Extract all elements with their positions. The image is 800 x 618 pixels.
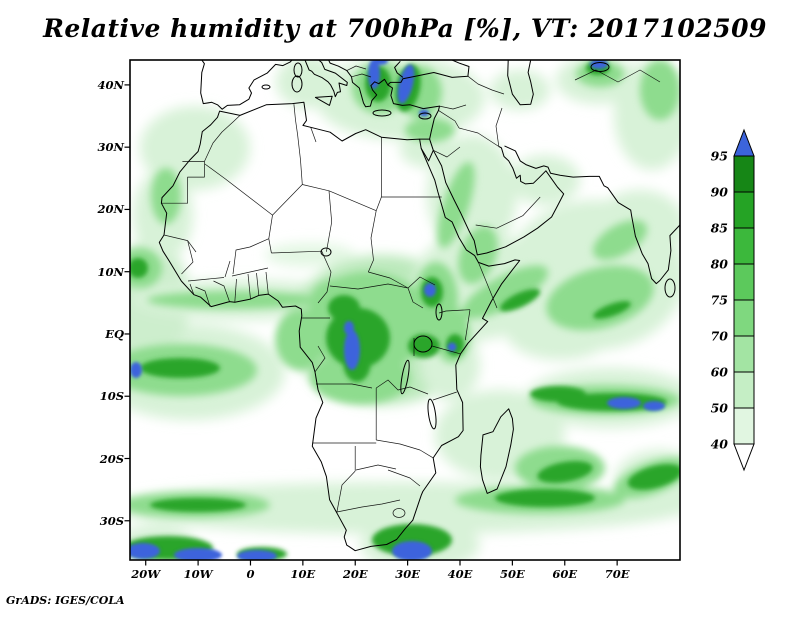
humidity-shading-saturated-layer — [130, 60, 665, 560]
arabia-coastline — [432, 146, 565, 256]
axis-tick-marks — [124, 84, 618, 566]
balearic-island — [261, 84, 271, 90]
iran-india-coastline — [504, 145, 680, 285]
caspian-coastline — [507, 60, 534, 106]
x-tick-label: 20E — [342, 567, 368, 581]
colorbar-segment — [733, 191, 755, 229]
attribution-text: GrADS: IGES/COLA — [6, 594, 125, 607]
lesotho-border — [392, 508, 406, 518]
sicily-coastline — [314, 95, 333, 106]
y-tick-label: 20N — [97, 202, 124, 217]
central-asia-lake — [590, 62, 610, 72]
colorbar-tick-label: 80 — [711, 257, 729, 272]
lake-chad — [320, 247, 332, 257]
colorbar-over-cap — [733, 128, 755, 157]
y-tick-label: 10N — [97, 264, 124, 279]
colorbar-segment — [733, 263, 755, 301]
x-tick-label: 60E — [552, 567, 578, 581]
x-tick-label: 20W — [131, 567, 161, 581]
balkan-greece-coastline — [328, 60, 389, 108]
colorbar-segment — [733, 407, 755, 445]
colorbar-segment — [733, 227, 755, 265]
black-sea-west-coastline — [394, 60, 404, 78]
plot-title: Relative humidity at 700hPa [%], VT: 201… — [43, 14, 767, 43]
x-tick-label: 10E — [290, 567, 316, 581]
y-tick-label: EQ — [105, 326, 124, 341]
colorbar-tick-label: 75 — [711, 293, 728, 308]
plot-frame — [129, 59, 681, 561]
colorbar-legend: 95 90 85 80 75 70 60 50 40 — [704, 124, 764, 480]
x-tick-label: 70E — [604, 567, 630, 581]
colorbar-segment — [733, 335, 755, 373]
sardinia-island — [291, 75, 303, 93]
crete-island — [372, 109, 392, 117]
colorbar-tick-label: 70 — [711, 329, 729, 344]
africa-coastline — [158, 101, 521, 552]
colorbar-tick-label: 85 — [711, 221, 728, 236]
coastline-layer — [158, 60, 680, 552]
lake-tanganyika — [400, 359, 410, 395]
x-tick-label: 10W — [183, 567, 213, 581]
colorbar-segment — [733, 155, 755, 193]
y-tick-label: 30N — [97, 140, 124, 155]
colorbar-tick-label: 50 — [711, 401, 729, 416]
levant-turkey-coastline — [387, 60, 470, 140]
x-tick-label: 50E — [499, 567, 525, 581]
lake-malawi — [427, 398, 437, 430]
y-tick-label: 10S — [99, 389, 124, 404]
cyprus-island — [418, 112, 432, 120]
colorbar-tick-label: 60 — [711, 365, 729, 380]
sri-lanka-island — [664, 278, 676, 298]
country-border-layer — [161, 65, 661, 518]
colorbar-tick-label: 95 — [711, 149, 728, 164]
iberia-coastline — [200, 60, 293, 110]
madagascar-coastline — [479, 408, 514, 494]
colorbar-segment — [733, 299, 755, 337]
colorbar-tick-label: 40 — [711, 437, 729, 452]
x-tick-label: 30E — [395, 567, 420, 581]
y-tick-label: 30S — [99, 513, 124, 528]
colorbar-svg: 95 90 85 80 75 70 60 50 40 — [711, 128, 755, 472]
x-tick-label: 40E — [447, 567, 473, 581]
colorbar-tick-label: 90 — [711, 185, 729, 200]
y-tick-label: 40N — [97, 77, 124, 92]
italy-coastline — [304, 60, 348, 98]
x-tick-label: 0 — [246, 567, 255, 581]
y-tick-label: 20S — [99, 451, 124, 466]
corsica-island — [293, 62, 303, 78]
colorbar-under-cap — [733, 443, 755, 472]
colorbar-segment — [733, 371, 755, 409]
